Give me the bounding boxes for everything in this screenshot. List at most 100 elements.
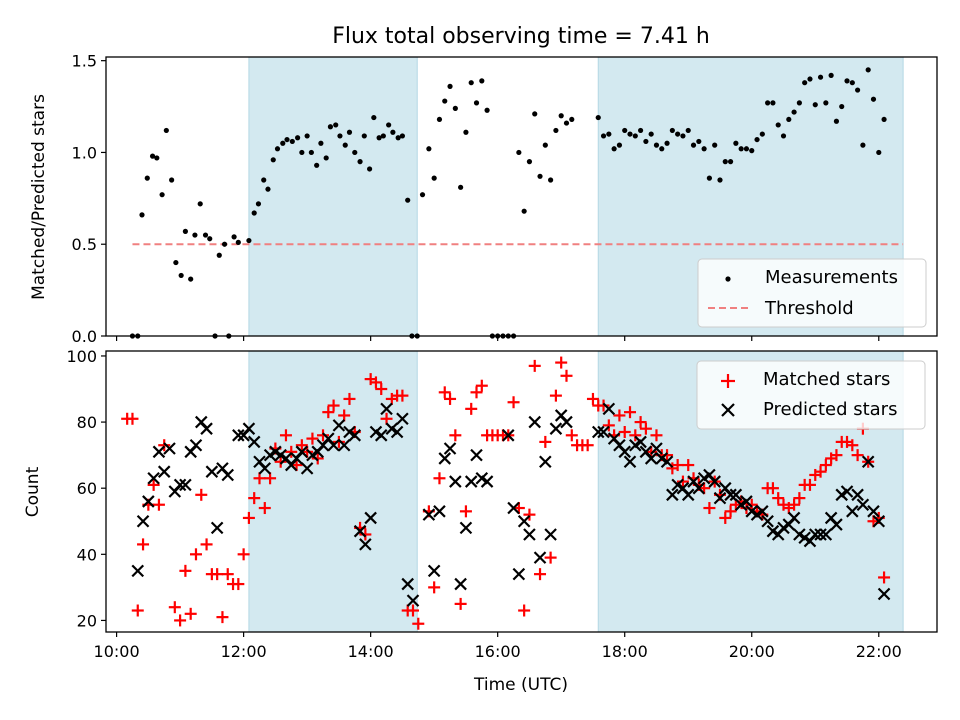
measurement-points xyxy=(129,67,887,339)
predicted-star-point xyxy=(650,442,663,455)
matched-star-point xyxy=(428,581,441,594)
predicted-star-point xyxy=(364,511,377,525)
measurement-point xyxy=(706,175,713,181)
matched-star-point xyxy=(465,402,478,415)
matched-star-point xyxy=(586,392,599,405)
predicted-star-point xyxy=(507,501,520,515)
measurement-point xyxy=(881,116,887,123)
measurement-point xyxy=(680,133,686,139)
measurement-point xyxy=(600,133,607,139)
predicted-star-point xyxy=(464,475,478,488)
measurement-point xyxy=(376,135,382,141)
matched-star-point xyxy=(433,472,446,485)
matched-star-point xyxy=(216,611,229,624)
measurement-point xyxy=(154,155,160,161)
predicted-star-point xyxy=(300,462,314,475)
measurement-point xyxy=(844,78,850,84)
measurement-point xyxy=(202,232,209,238)
predicted-star-point xyxy=(131,564,145,578)
matched-star-point xyxy=(671,459,684,472)
predicted-stars-points xyxy=(131,402,891,607)
measurement-point xyxy=(765,100,771,106)
top-axes-frame xyxy=(105,56,938,337)
matched-star-point xyxy=(618,425,631,438)
measurement-point xyxy=(468,80,474,86)
matched-star-point xyxy=(322,406,335,419)
measurement-point xyxy=(563,120,570,126)
matched-star-point xyxy=(597,399,610,412)
matched-star-point xyxy=(470,386,483,399)
predicted-star-point xyxy=(470,448,483,462)
matched-star-point xyxy=(624,406,637,419)
top-y-ticks: 0.0 0.5 1.0 1.5 xyxy=(72,52,106,346)
measurement-point xyxy=(664,140,670,146)
measurement-point xyxy=(419,192,426,198)
measurement-point xyxy=(386,122,392,128)
predicted-star-point xyxy=(501,429,515,442)
matched-star-point xyxy=(380,412,393,425)
predicted-star-point xyxy=(681,488,695,502)
measurement-point xyxy=(860,142,866,148)
matched-star-point xyxy=(523,508,536,521)
matched-star-point xyxy=(306,432,319,445)
predicted-star-point xyxy=(528,415,542,429)
matched-star-point xyxy=(819,459,832,472)
matched-star-point xyxy=(189,548,202,561)
measurement-point xyxy=(452,105,458,111)
matched-star-point xyxy=(232,578,245,591)
measurement-point xyxy=(622,127,628,134)
bottom-x-ticks: 10:00 12:00 14:00 16:00 18:00 20:00 22:00 xyxy=(94,632,902,661)
predicted-star-point xyxy=(295,445,309,459)
measurement-point xyxy=(304,133,310,139)
measurement-point xyxy=(627,131,633,137)
predicted-star-point xyxy=(840,485,854,498)
measurement-point xyxy=(299,149,305,156)
measurement-point xyxy=(791,109,797,115)
matched-star-point xyxy=(830,449,843,462)
matched-star-point xyxy=(528,359,541,372)
measurement-point xyxy=(537,173,543,179)
predicted-star-point xyxy=(332,419,346,432)
x-tick-label: 14:00 xyxy=(348,642,394,661)
measurement-point xyxy=(812,102,818,108)
top-y-axis-label: Matched/Predicted stars xyxy=(29,94,49,300)
matched-star-point xyxy=(788,498,801,511)
predicted-star-point xyxy=(396,412,409,426)
measurement-point xyxy=(749,148,755,154)
measurement-point xyxy=(333,122,339,128)
y-tick-label: 100 xyxy=(66,347,97,366)
y-tick-label: 1.0 xyxy=(72,143,97,162)
measurement-point xyxy=(479,78,485,84)
matched-star-point xyxy=(248,492,261,505)
predicted-star-point xyxy=(459,521,473,535)
y-tick-label: 0.0 xyxy=(72,327,97,346)
predicted-star-point xyxy=(692,481,706,495)
predicted-star-point xyxy=(406,594,420,607)
measurement-point xyxy=(548,177,554,183)
x-tick-label: 12:00 xyxy=(221,642,267,661)
bottom-legend: Matched stars Predicted stars xyxy=(696,360,926,430)
measurement-point xyxy=(616,142,623,148)
measurement-point xyxy=(431,175,437,181)
measurement-point xyxy=(380,133,386,139)
matched-star-point xyxy=(359,528,372,541)
y-tick-label: 40 xyxy=(77,545,97,564)
measurement-point xyxy=(178,272,184,279)
matched-star-point xyxy=(343,392,356,405)
predicted-star-point xyxy=(374,429,388,442)
measurement-point xyxy=(399,133,406,139)
predicted-star-point xyxy=(258,462,272,475)
predicted-star-point xyxy=(808,528,822,541)
predicted-star-point xyxy=(163,442,176,455)
matched-star-point xyxy=(152,498,165,511)
measurement-point xyxy=(611,146,617,152)
measurement-point xyxy=(648,131,654,137)
matched-star-point xyxy=(661,449,674,462)
predicted-star-point xyxy=(560,415,573,429)
measurement-point xyxy=(221,241,228,247)
matched-star-point xyxy=(221,568,234,581)
measurement-point xyxy=(323,155,329,161)
measurement-point xyxy=(342,142,348,148)
measurement-point xyxy=(231,234,237,240)
